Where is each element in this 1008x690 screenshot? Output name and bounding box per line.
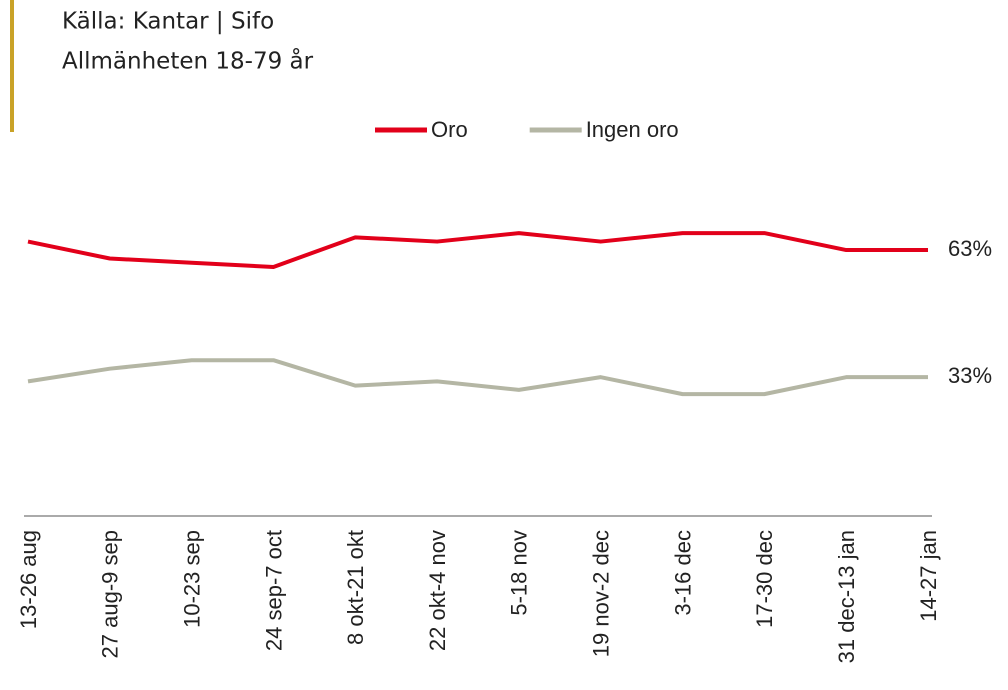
x-tick-label: 13-26 aug <box>16 530 41 629</box>
x-tick-label: 27 aug-9 sep <box>98 530 123 658</box>
data-label: 33% <box>948 363 992 388</box>
series-line <box>27 231 928 269</box>
legend-label: Ingen oro <box>586 117 679 142</box>
x-tick-label: 3-16 dec <box>670 530 695 616</box>
legend-label: Oro <box>431 117 468 142</box>
chart-subtitle: Allmänheten 18-79 år <box>62 47 314 75</box>
x-tick-label: 19 nov-2 dec <box>589 530 614 657</box>
x-tick-label: 31 dec-13 jan <box>834 530 859 663</box>
x-tick-label: 17-30 dec <box>752 530 777 628</box>
x-tick-label: 24 sep-7 oct <box>261 530 286 651</box>
data-label: 63% <box>948 236 992 261</box>
x-tick-label: 5-18 nov <box>507 530 532 616</box>
x-tick-label: 10-23 sep <box>179 530 204 628</box>
x-tick-label: 14-27 jan <box>916 530 941 622</box>
x-tick-label: 22 okt-4 nov <box>425 530 450 651</box>
accent-bar <box>10 0 14 132</box>
series-line <box>27 358 928 397</box>
x-tick-label: 8 okt-21 okt <box>343 530 368 645</box>
chart-title: Källa: Kantar | Sifo <box>62 9 274 35</box>
